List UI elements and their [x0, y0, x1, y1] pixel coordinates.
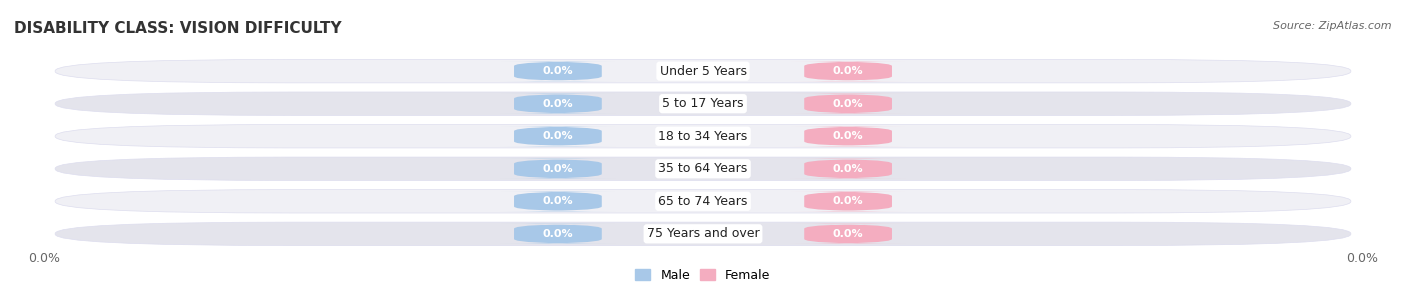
- FancyBboxPatch shape: [790, 126, 905, 146]
- Text: 5 to 17 Years: 5 to 17 Years: [662, 97, 744, 110]
- FancyBboxPatch shape: [501, 159, 616, 179]
- Text: 0.0%: 0.0%: [832, 99, 863, 109]
- Text: Source: ZipAtlas.com: Source: ZipAtlas.com: [1274, 21, 1392, 31]
- Text: Under 5 Years: Under 5 Years: [659, 65, 747, 78]
- FancyBboxPatch shape: [501, 61, 616, 81]
- FancyBboxPatch shape: [790, 224, 905, 244]
- Text: 0.0%: 0.0%: [832, 164, 863, 174]
- Text: 0.0%: 0.0%: [543, 131, 574, 141]
- FancyBboxPatch shape: [55, 222, 1351, 246]
- Text: 0.0%: 0.0%: [543, 99, 574, 109]
- Text: 0.0%: 0.0%: [28, 252, 60, 265]
- Text: 65 to 74 Years: 65 to 74 Years: [658, 195, 748, 208]
- Text: 0.0%: 0.0%: [543, 196, 574, 206]
- FancyBboxPatch shape: [55, 190, 1351, 213]
- Text: 35 to 64 Years: 35 to 64 Years: [658, 162, 748, 175]
- FancyBboxPatch shape: [501, 191, 616, 211]
- Text: 75 Years and over: 75 Years and over: [647, 227, 759, 240]
- FancyBboxPatch shape: [790, 94, 905, 114]
- Text: 0.0%: 0.0%: [832, 196, 863, 206]
- Text: 18 to 34 Years: 18 to 34 Years: [658, 130, 748, 143]
- Legend: Male, Female: Male, Female: [630, 264, 776, 287]
- FancyBboxPatch shape: [501, 94, 616, 114]
- FancyBboxPatch shape: [55, 59, 1351, 83]
- Text: 0.0%: 0.0%: [543, 66, 574, 76]
- FancyBboxPatch shape: [55, 157, 1351, 181]
- Text: 0.0%: 0.0%: [832, 229, 863, 239]
- FancyBboxPatch shape: [501, 224, 616, 244]
- FancyBboxPatch shape: [790, 61, 905, 81]
- FancyBboxPatch shape: [501, 126, 616, 146]
- FancyBboxPatch shape: [55, 92, 1351, 115]
- Text: 0.0%: 0.0%: [832, 131, 863, 141]
- FancyBboxPatch shape: [55, 124, 1351, 148]
- Text: DISABILITY CLASS: VISION DIFFICULTY: DISABILITY CLASS: VISION DIFFICULTY: [14, 21, 342, 36]
- FancyBboxPatch shape: [790, 191, 905, 211]
- FancyBboxPatch shape: [790, 159, 905, 179]
- Text: 0.0%: 0.0%: [543, 229, 574, 239]
- Text: 0.0%: 0.0%: [543, 164, 574, 174]
- Text: 0.0%: 0.0%: [1346, 252, 1378, 265]
- Text: 0.0%: 0.0%: [832, 66, 863, 76]
